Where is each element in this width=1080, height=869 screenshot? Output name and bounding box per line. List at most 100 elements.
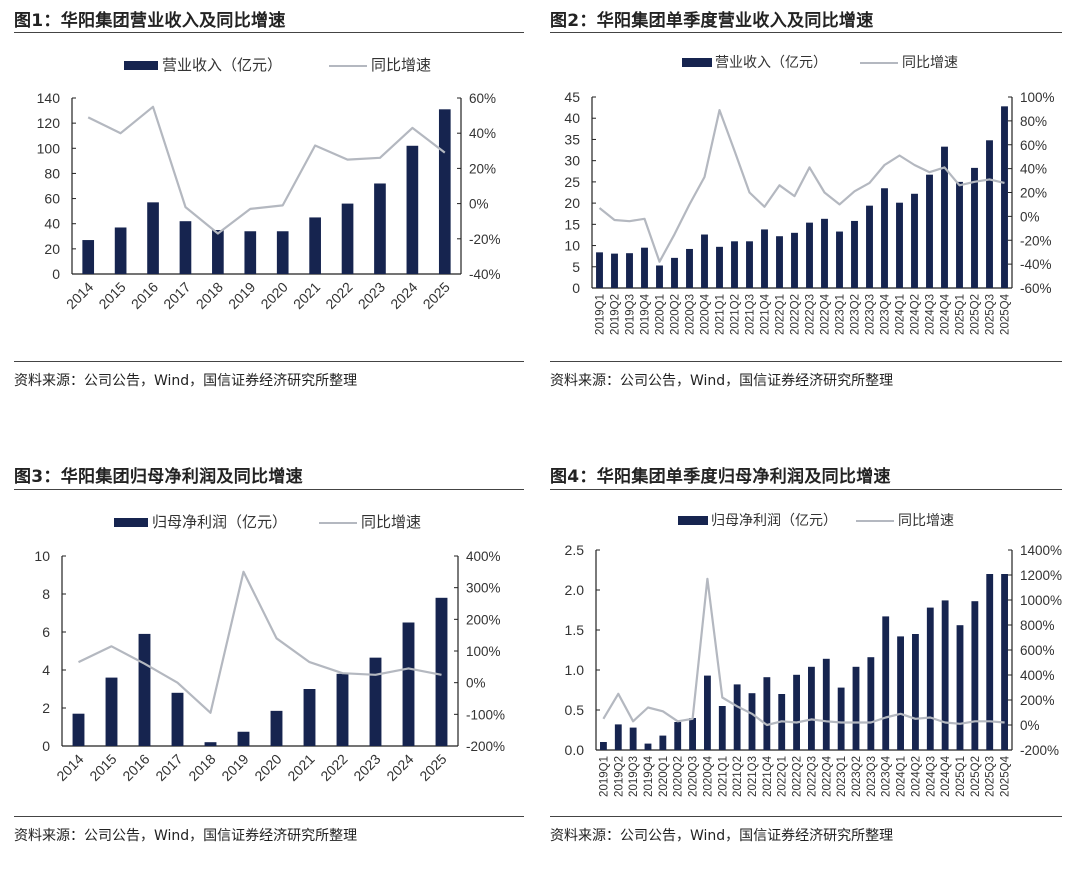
growth-line xyxy=(87,105,446,235)
source-note: 资料来源：公司公告，Wind，国信证券经济研究所整理 xyxy=(14,373,358,389)
bar xyxy=(776,236,783,288)
x-tick-label: 2024Q2 xyxy=(910,756,922,797)
x-tick-label: 2019Q3 xyxy=(625,294,637,335)
legend-bar-label: 营业收入（亿元） xyxy=(715,54,827,70)
y-tick-label-right: 1400% xyxy=(1020,543,1062,558)
y-tick-label-right: 60% xyxy=(469,91,496,106)
bar xyxy=(659,735,667,750)
y-tick-label-right: 1200% xyxy=(1020,568,1062,583)
x-tick-label: 2022Q4 xyxy=(821,755,833,797)
bar xyxy=(171,692,184,746)
growth-line xyxy=(602,577,1005,727)
y-tick-label-left: 8 xyxy=(42,586,50,602)
y-tick-label-right: -40% xyxy=(469,267,501,282)
y-tick-label-right: 1000% xyxy=(1020,593,1062,608)
bar xyxy=(600,742,607,750)
bar xyxy=(276,231,289,274)
chart-1: 营业收入（亿元） 同比增速 0 20 40 60 80 100 120 140 -40% -20% 0%… xyxy=(37,57,501,312)
y-tick-label-right: -200% xyxy=(1020,743,1059,758)
legend: 营业收入（亿元） 同比增速 xyxy=(682,54,958,70)
y-tick-label-right: -20% xyxy=(1020,233,1052,248)
bar xyxy=(986,574,994,750)
x-tick-label: 2023Q4 xyxy=(881,755,893,797)
legend: 归母净利润（亿元） 同比增速 xyxy=(678,512,954,528)
bar xyxy=(596,252,603,288)
x-tick-label: 2019Q1 xyxy=(595,294,607,335)
y-tick-label-right: 200% xyxy=(466,612,501,627)
bar xyxy=(851,220,858,288)
x-tick-label: 2024Q4 xyxy=(940,755,952,797)
y-tick-label-left: 1.0 xyxy=(565,662,585,678)
x-tick-label: 2022Q1 xyxy=(777,756,789,797)
x-tick-label: 2020 xyxy=(251,751,284,784)
legend-bar-swatch xyxy=(678,516,708,525)
legend-line-label: 同比增速 xyxy=(902,54,958,70)
x-tick-label: 2022Q3 xyxy=(805,294,817,335)
bar xyxy=(926,174,933,288)
y-tick-label-left: 35 xyxy=(564,131,580,147)
y-tick-label-left: 25 xyxy=(564,174,580,190)
x-tick-label: 2025Q1 xyxy=(955,756,967,797)
y-tick-label-right: -40% xyxy=(1020,257,1052,272)
bar xyxy=(956,181,963,288)
bar xyxy=(731,241,738,288)
x-tick-label: 2021Q4 xyxy=(760,293,772,335)
y-tick-label-left: 40 xyxy=(564,110,580,126)
bar xyxy=(244,231,257,274)
y-tick-label-right: -60% xyxy=(1020,281,1052,296)
bar xyxy=(341,203,354,274)
x-tick-label: 2023Q4 xyxy=(880,293,892,335)
bar xyxy=(114,227,127,274)
source-rule xyxy=(550,816,1062,817)
x-tick-label: 2018 xyxy=(193,279,226,312)
x-tick-label: 2020Q1 xyxy=(658,756,670,797)
x-tick-label: 2019 xyxy=(225,279,258,312)
x-tick-label: 2020Q2 xyxy=(673,756,685,797)
x-tick-label: 2014 xyxy=(53,751,86,784)
legend-line-label: 同比增速 xyxy=(898,512,954,528)
x-tick-label: 2017 xyxy=(152,751,185,784)
legend-bar-swatch xyxy=(114,518,148,527)
x-tick-label: 2024Q3 xyxy=(925,756,937,797)
bar xyxy=(674,722,682,750)
bar xyxy=(179,221,192,274)
y-tick-label-right: 0% xyxy=(1020,718,1040,733)
bar xyxy=(671,257,678,288)
y-tick-label-right: 20% xyxy=(469,161,496,176)
y-tick-label-left: 1.5 xyxy=(565,622,585,638)
growth-line xyxy=(78,570,442,714)
bar xyxy=(971,601,979,750)
x-tick-label: 2021Q4 xyxy=(762,755,774,797)
bar xyxy=(701,234,708,288)
y-tick-label-left: 0.0 xyxy=(565,742,585,758)
source-note: 资料来源：公司公告，Wind，国信证券经济研究所整理 xyxy=(550,828,894,844)
chart-2: 营业收入（亿元） 同比增速 0 5 10 15 20 25 30 35 40 45 -60% -40% -2… xyxy=(564,54,1054,335)
x-tick-label: 2025Q1 xyxy=(955,294,967,335)
x-tick-label: 2019Q2 xyxy=(613,756,625,797)
bar xyxy=(956,625,964,750)
y-tick-label-left: 120 xyxy=(37,115,61,131)
source-note: 资料来源：公司公告，Wind，国信证券经济研究所整理 xyxy=(14,828,358,844)
y-tick-label-right: 80% xyxy=(1020,114,1047,129)
bar xyxy=(763,677,771,750)
bar xyxy=(704,675,711,750)
y-tick-label-right: 40% xyxy=(469,126,496,141)
bar xyxy=(941,146,948,288)
bar xyxy=(212,230,224,274)
y-tick-label-right: 0% xyxy=(466,676,486,691)
chart-4: 归母净利润（亿元） 同比增速 0.0 0.5 1.0 1.5 2.0 2.5 -200% 0% 20… xyxy=(565,512,1063,797)
bar xyxy=(836,231,843,288)
bar xyxy=(303,689,316,746)
x-tick-label: 2025Q3 xyxy=(985,756,997,797)
x-tick-label: 2021 xyxy=(290,279,323,312)
x-tick-label: 2020Q1 xyxy=(655,294,667,335)
bar xyxy=(852,666,860,750)
legend-bar-label: 营业收入（亿元） xyxy=(162,57,282,74)
source-rule xyxy=(14,816,524,817)
x-tick-label: 2022Q3 xyxy=(806,756,818,797)
x-tick-label: 2016 xyxy=(128,279,161,312)
x-tick-label: 2024 xyxy=(387,279,420,312)
bar xyxy=(644,743,652,750)
bar xyxy=(336,673,349,746)
x-tick-label: 2023Q1 xyxy=(835,294,847,335)
